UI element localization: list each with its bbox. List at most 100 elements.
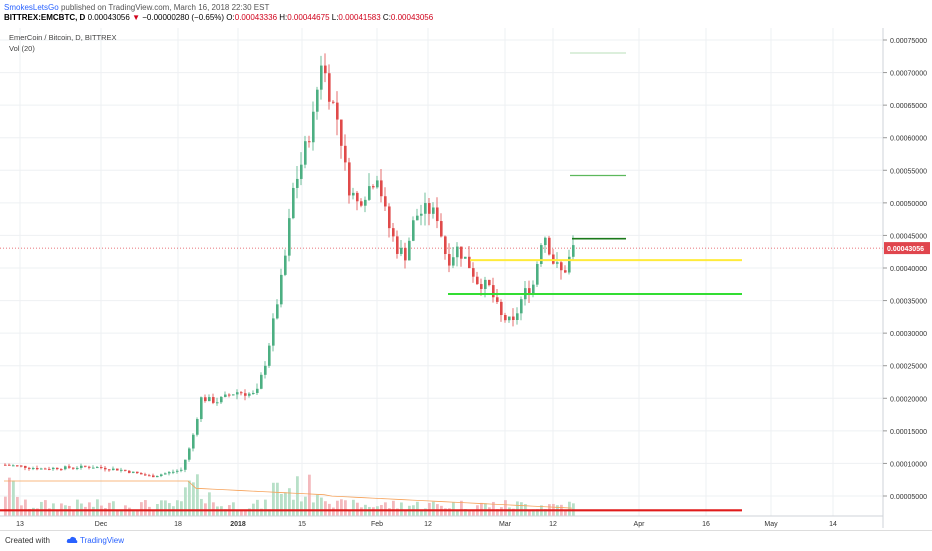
candle-body [28,467,31,469]
author-link[interactable]: SmokesLetsGo [4,3,59,12]
x-tick-label: 13 [16,521,24,528]
candle-body [236,392,239,395]
candle-body [320,65,323,90]
candle-body [100,467,103,469]
y-tick-label: 0.00010000 [890,461,927,468]
candle-body [32,468,35,470]
x-tick-label: 12 [549,521,557,528]
x-tick-label: 18 [174,521,182,528]
volume-bar [272,482,275,516]
series-legend[interactable]: EmerCoin / Bitcoin, D, BITTREX [9,33,117,42]
candle-body [296,178,299,188]
candle-body [184,459,187,470]
candle-body [348,162,351,196]
candle-body [360,201,363,206]
candle-body [372,186,375,188]
volume-bar [416,501,419,516]
x-tick-label: Mar [499,521,512,528]
volume-bar [520,502,523,516]
current-price-marker: 0.00043056 [884,242,930,255]
candle-body [224,394,227,397]
volume-bar [260,508,263,516]
y-tick-label: 0.00005000 [890,494,927,501]
volume-bar [8,477,11,516]
candle-body [488,279,491,286]
x-tick-label: 12 [424,521,432,528]
current-price-tag [884,242,930,255]
candle-body [556,262,559,264]
volume-bar [296,476,299,516]
footer-bar: Created with TradingView [0,530,932,551]
symbol-name[interactable]: BITTREX:EMCBTC, D [4,13,86,22]
volume-bar [4,496,7,516]
candle-body [340,119,343,146]
candle-body [356,192,359,202]
volume-bar [164,500,167,516]
volume-legend[interactable]: Vol (20) [9,44,35,53]
candle-body [168,472,171,474]
candle-body [328,73,331,102]
volume-bar [544,509,547,516]
volume-bar [56,510,59,516]
candle-body [48,468,51,470]
candle-body [352,192,355,196]
volume-bar [568,501,571,516]
candle-body [56,467,59,470]
candle-body [388,206,391,229]
candle-body [204,397,207,402]
candle-body [220,396,223,403]
candle-body [292,187,295,219]
candle-body [304,141,307,165]
candle-body [536,263,539,285]
created-with-text: Created with [5,536,50,545]
candle-body [20,465,23,467]
candle-body [548,237,551,255]
volume-bar [388,508,391,516]
candle-body [208,397,211,402]
tradingview-logo-link[interactable]: TradingView [80,536,125,545]
candle-body [436,207,439,222]
candle-body [376,180,379,188]
volume-bar [184,487,187,516]
candle-body [12,465,15,467]
volume-bar [468,510,471,516]
x-tick-label: 15 [298,521,306,528]
volume-bar [72,509,75,516]
candle-body [60,469,63,471]
volume-bar [196,474,199,516]
grid-lines [0,28,883,516]
candles [4,53,575,478]
volume-bar [92,506,95,516]
volume-bar [448,508,451,516]
volume-bar [392,500,395,516]
candle-body [76,467,79,469]
volume-bar [384,502,387,516]
candle-body [552,254,555,264]
time-axis[interactable]: 13 Dec 18 2018 15 Feb 12 Mar 12 Apr 16 May 14 [16,521,837,528]
candle-body [484,279,487,289]
volume-bar [264,499,267,516]
candle-body [124,469,127,471]
y-tick-label: 0.00025000 [890,364,927,371]
candle-body [396,236,399,254]
candle-body [132,471,135,473]
price-axis[interactable]: 0.00075000 0.00070000 0.00065000 0.00060000… [883,38,927,501]
volume-bar [236,509,239,516]
candle-body [532,284,535,294]
candle-body [300,164,303,179]
volume-bar [500,507,503,516]
volume-bar [340,499,343,516]
open-value: 0.00043336 [234,13,278,22]
candle-body [400,247,403,254]
candle-body [540,245,543,264]
candle-body [392,228,395,237]
y-tick-label: 0.00045000 [890,233,927,240]
volume-bar [128,507,131,516]
volume-bar [564,509,567,516]
candle-body [364,199,367,206]
volume-ma-line [4,480,573,509]
candle-body [104,467,107,470]
candle-body [200,397,203,420]
change-value: −0.00000280 (−0.65%) [142,13,225,22]
